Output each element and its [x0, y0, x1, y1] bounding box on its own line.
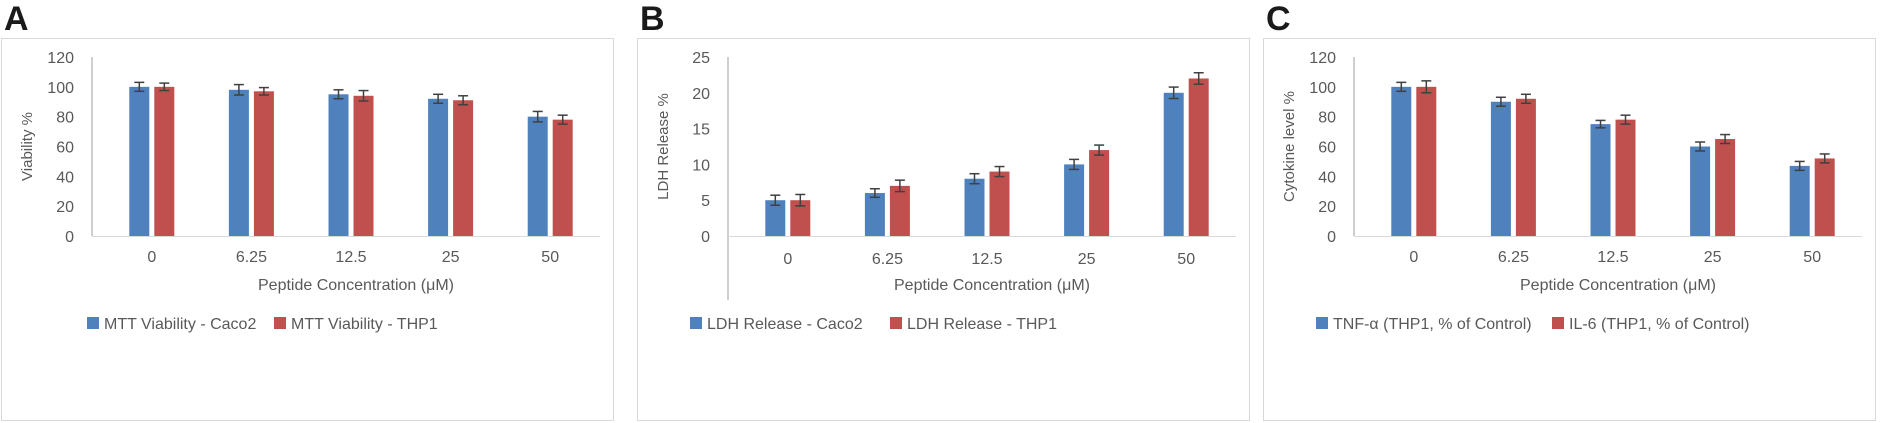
bar [1391, 86, 1412, 236]
bar [1615, 119, 1636, 236]
bar [527, 116, 548, 236]
legend-swatch [690, 317, 702, 329]
y-tick-label: 100 [47, 80, 74, 97]
legend-swatch [1552, 317, 1564, 329]
bar [790, 200, 811, 236]
chart-frame [1263, 38, 1876, 421]
x-tick-label: 25 [1704, 249, 1722, 266]
bar [1163, 92, 1184, 236]
y-tick-label: 120 [47, 50, 74, 67]
x-tick-label: 12.5 [335, 249, 366, 266]
bar [1590, 124, 1611, 236]
bar [353, 95, 374, 237]
y-axis-title: Cytokine level % [1281, 91, 1298, 202]
y-tick-label: 80 [56, 110, 74, 127]
legend-label: IL-6 (THP1, % of Control) [1569, 316, 1750, 333]
legend-swatch [1316, 317, 1328, 329]
bar [1416, 86, 1437, 236]
bar [154, 86, 175, 236]
bar [253, 91, 274, 236]
x-axis-title: Peptide Concentration (μM) [1520, 277, 1716, 294]
bar [1064, 164, 1085, 236]
y-tick-label: 25 [692, 50, 710, 67]
chart-b: 0 5 10 15 20 25 LDH Release % 0 6.25 12.5 25 50 Pept… [637, 38, 1250, 421]
panel-letter: A [4, 0, 29, 38]
legend-swatch [87, 317, 99, 329]
legend-label: MTT Viability - Caco2 [104, 316, 256, 333]
bar [964, 178, 985, 236]
x-tick-label: 12.5 [1597, 249, 1628, 266]
y-tick-label: 0 [65, 229, 74, 246]
y-tick-label: 60 [1318, 140, 1336, 157]
bar [1715, 139, 1736, 236]
y-axis-title: LDH Release % [655, 93, 672, 200]
bar [228, 89, 249, 236]
x-tick-label: 6.25 [1498, 249, 1529, 266]
x-tick-label: 0 [783, 251, 792, 268]
panel-c: C 0 20 40 60 80 100 120 Cytokine level % 0 6.25 12… [1262, 0, 1880, 423]
legend-swatch [274, 317, 286, 329]
legend-label: LDH Release - Caco2 [707, 316, 863, 333]
x-tick-label: 50 [1803, 249, 1821, 266]
bar [1490, 101, 1511, 236]
x-tick-label: 25 [442, 249, 460, 266]
panel-b: B 0 5 10 15 20 25 LDH Release % 0 6.25 12.5 25 50 Pe… [636, 0, 1254, 423]
bar [552, 119, 573, 236]
panel-a: A 0 20 40 60 80 100 120 Viability % 0 6.25 12.5 25 5… [0, 0, 618, 423]
bar [765, 200, 786, 236]
bar [1089, 150, 1110, 236]
x-tick-label: 0 [147, 249, 156, 266]
y-tick-label: 60 [56, 140, 74, 157]
bar [1814, 158, 1835, 236]
y-tick-label: 0 [701, 229, 710, 246]
y-tick-label: 20 [1318, 199, 1336, 216]
legend-label: MTT Viability - THP1 [291, 316, 438, 333]
x-tick-label: 0 [1409, 249, 1418, 266]
y-tick-label: 120 [1309, 50, 1336, 67]
y-tick-label: 5 [701, 193, 710, 210]
bar [989, 171, 1010, 236]
legend-label: TNF-α (THP1, % of Control) [1333, 316, 1532, 333]
panel-letter: C [1266, 0, 1291, 38]
y-tick-label: 15 [692, 122, 710, 139]
x-axis-title: Peptide Concentration (μM) [258, 277, 454, 294]
x-tick-label: 50 [541, 249, 559, 266]
x-tick-label: 6.25 [872, 251, 903, 268]
x-tick-label: 12.5 [971, 251, 1002, 268]
legend-swatch [890, 317, 902, 329]
y-axis-title: Viability % [19, 112, 36, 181]
y-tick-label: 20 [692, 86, 710, 103]
bar [1789, 165, 1810, 236]
y-tick-label: 20 [56, 199, 74, 216]
x-tick-label: 50 [1177, 251, 1195, 268]
bar [1188, 78, 1209, 236]
bar [1515, 98, 1536, 237]
y-tick-label: 40 [56, 169, 74, 186]
y-tick-label: 0 [1327, 229, 1336, 246]
chart-c: 0 20 40 60 80 100 120 Cytokine level % 0 6.25 12.5… [1263, 38, 1876, 421]
x-tick-label: 6.25 [236, 249, 267, 266]
bar [889, 185, 910, 236]
bar [864, 193, 885, 236]
chart-frame [1, 38, 614, 421]
bar [129, 86, 150, 236]
bar [328, 94, 349, 237]
bar [1690, 146, 1711, 236]
chart-a: 0 20 40 60 80 100 120 Viability % 0 6.25 12.5 25 50 P… [1, 38, 614, 421]
y-tick-label: 80 [1318, 110, 1336, 127]
bar [453, 100, 474, 236]
panel-letter: B [640, 0, 665, 38]
x-tick-label: 25 [1078, 251, 1096, 268]
chart-frame [637, 38, 1250, 421]
y-tick-label: 10 [692, 157, 710, 174]
y-tick-label: 40 [1318, 169, 1336, 186]
legend-label: LDH Release - THP1 [907, 316, 1057, 333]
bar [428, 98, 449, 237]
y-tick-label: 100 [1309, 80, 1336, 97]
x-axis-title: Peptide Concentration (μM) [894, 277, 1090, 294]
